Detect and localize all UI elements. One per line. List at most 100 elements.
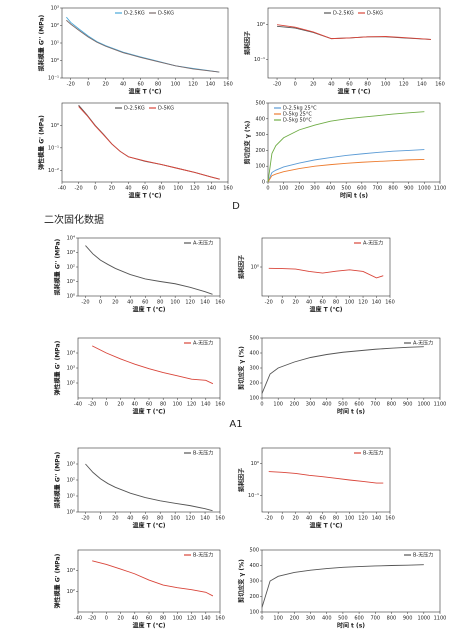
series-line xyxy=(261,564,424,608)
series-line xyxy=(267,158,425,183)
x-tick-label: 0 xyxy=(94,186,97,192)
x-tick-label: 60 xyxy=(319,516,325,522)
x-tick-label: -20 xyxy=(88,402,96,408)
x-tick-label: 500 xyxy=(341,186,351,192)
caption: D xyxy=(232,201,240,212)
x-tick-label: 140 xyxy=(206,82,216,88)
y-axis-label: 损耗模量 G'' (MPa) xyxy=(54,238,62,295)
x-tick-label: 600 xyxy=(354,402,364,408)
x-tick-label: 140 xyxy=(372,516,382,522)
x-axis-label: 温度 T (℃) xyxy=(132,306,165,314)
y-axis-label: 损耗模量 G'' (MPa) xyxy=(38,14,46,71)
x-tick-label: 0 xyxy=(260,616,263,622)
x-axis-label: 时间 t (s) xyxy=(337,408,365,416)
x-tick-label: 0 xyxy=(105,402,108,408)
x-tick-label: 100 xyxy=(170,516,180,522)
x-tick-label: 300 xyxy=(306,616,316,622)
x-tick-label: 140 xyxy=(200,516,210,522)
y-tick-label: 100 xyxy=(249,396,259,402)
y-axis-label: 弹性模量 G' (MPa) xyxy=(54,553,62,608)
x-tick-label: 60 xyxy=(142,186,148,192)
x-tick-label: 80 xyxy=(160,402,166,408)
x-tick-label: 80 xyxy=(364,82,370,88)
y-tick-label: 10⁰ xyxy=(51,58,59,64)
x-axis-label: 时间 t (s) xyxy=(337,622,365,630)
series-line xyxy=(276,24,431,40)
x-tick-label: 100 xyxy=(279,186,289,192)
x-tick-label: 20 xyxy=(112,516,118,522)
x-axis-label: 温度 T (℃) xyxy=(309,522,342,530)
y-tick-label: 10³ xyxy=(51,6,59,12)
y-axis-label: 损耗模量 G'' (MPa) xyxy=(54,451,62,508)
x-tick-label: 120 xyxy=(358,516,368,522)
caption: A1 xyxy=(229,419,242,430)
plot-frame xyxy=(77,237,221,297)
x-tick-label: 1100 xyxy=(434,402,447,408)
x-tick-label: 20 xyxy=(292,300,298,306)
y-tick-label: 10¹ xyxy=(51,41,59,47)
x-tick-label: 400 xyxy=(326,186,336,192)
series-line xyxy=(66,16,220,73)
plot-frame xyxy=(261,447,391,513)
x-tick-label: 80 xyxy=(157,300,163,306)
y-axis-label: 剪切应变 γ (%) xyxy=(244,120,252,164)
series-line xyxy=(261,346,424,394)
y-tick-label: 10³ xyxy=(67,462,75,468)
x-tick-label: 400 xyxy=(322,616,332,622)
legend-label: B-无压力 xyxy=(413,552,433,559)
x-axis-label: 温度 T (℃) xyxy=(132,522,165,530)
x-axis-label: 温度 T (℃) xyxy=(132,408,165,416)
x-tick-label: 140 xyxy=(201,402,211,408)
y-tick-label: 10⁰ xyxy=(251,265,259,271)
x-tick-label: 1100 xyxy=(434,186,447,192)
y-tick-label: 400 xyxy=(249,351,259,357)
x-axis-label: 温度 T (℃) xyxy=(132,622,165,630)
x-tick-label: 800 xyxy=(387,402,397,408)
x-tick-label: 140 xyxy=(417,82,427,88)
y-axis-label: 弹性模量 G' (MPa) xyxy=(38,115,46,170)
plot-frame xyxy=(77,447,221,513)
x-tick-label: 160 xyxy=(435,82,445,88)
y-tick-label: 10⁰ xyxy=(51,123,59,129)
x-tick-label: 160 xyxy=(215,516,225,522)
x-tick-label: 20 xyxy=(102,82,108,88)
y-tick-label: 10⁰ xyxy=(67,510,75,516)
x-tick-label: 1100 xyxy=(434,616,447,622)
x-tick-label: 20 xyxy=(310,82,316,88)
legend-label: B-无压力 xyxy=(193,552,213,559)
x-tick-label: 100 xyxy=(171,82,181,88)
x-tick-label: -20 xyxy=(67,82,75,88)
x-tick-label: 100 xyxy=(273,616,283,622)
x-tick-label: 0 xyxy=(294,82,297,88)
x-tick-label: 20 xyxy=(117,402,123,408)
x-tick-label: 20 xyxy=(292,516,298,522)
x-tick-label: 0 xyxy=(87,82,90,88)
x-tick-label: 60 xyxy=(319,300,325,306)
x-tick-label: 140 xyxy=(207,186,217,192)
y-tick-label: 300 xyxy=(255,132,265,138)
x-tick-label: 200 xyxy=(294,186,304,192)
x-tick-label: 700 xyxy=(373,186,383,192)
y-tick-label: 200 xyxy=(249,381,259,387)
y-tick-label: 400 xyxy=(255,116,265,122)
x-tick-label: 40 xyxy=(127,300,133,306)
x-tick-label: 160 xyxy=(385,516,395,522)
x-tick-label: 120 xyxy=(187,616,197,622)
x-tick-label: 140 xyxy=(201,616,211,622)
y-tick-label: 200 xyxy=(255,148,265,154)
x-tick-label: 1000 xyxy=(417,616,430,622)
x-tick-label: -20 xyxy=(81,516,89,522)
x-axis-label: 温度 T (℃) xyxy=(128,88,161,96)
y-axis-label: 剪切应变 γ (%) xyxy=(238,346,246,390)
x-tick-label: 40 xyxy=(306,300,312,306)
legend-label: D-2.5kg 25°C xyxy=(283,106,317,112)
x-tick-label: 40 xyxy=(132,402,138,408)
x-tick-label: 120 xyxy=(190,186,200,192)
legend-label: D-5KG xyxy=(367,11,383,17)
y-tick-label: 10⁰ xyxy=(257,22,265,28)
series-line xyxy=(66,19,220,73)
series-line xyxy=(268,471,384,484)
x-axis-label: 温度 T (℃) xyxy=(128,192,161,200)
legend-label: B-无压力 xyxy=(363,450,383,457)
